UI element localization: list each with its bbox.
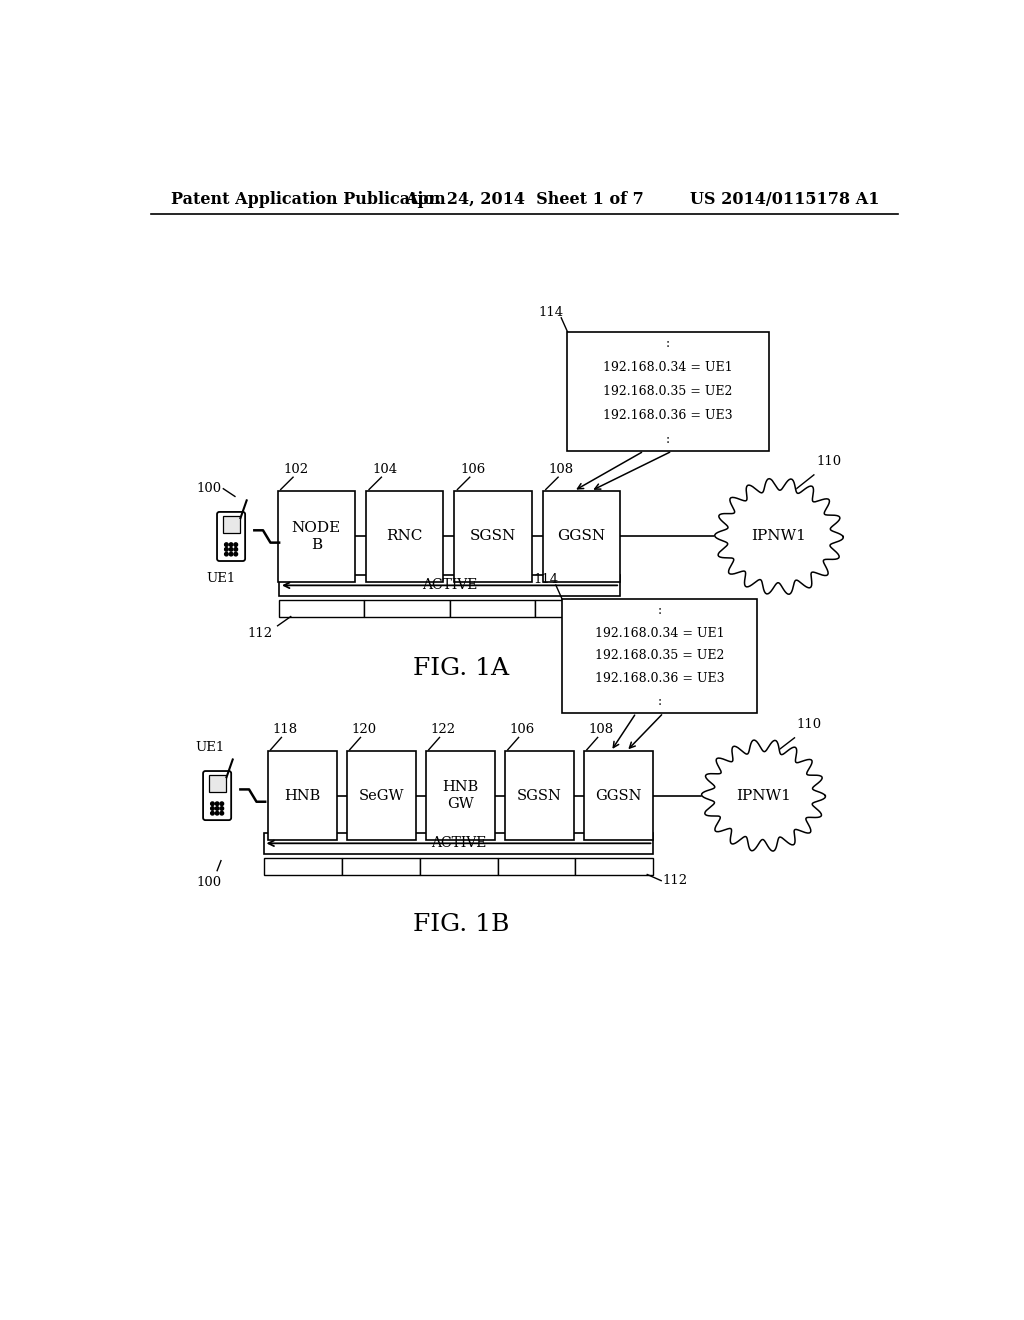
Text: 100: 100 (197, 482, 221, 495)
Bar (263, 858, 342, 875)
Bar (535, 599, 621, 616)
Text: 114: 114 (539, 306, 563, 319)
Circle shape (211, 803, 214, 805)
Text: 112: 112 (663, 874, 688, 887)
Text: IPNW1: IPNW1 (736, 788, 791, 803)
Circle shape (229, 543, 232, 546)
Text: 108: 108 (549, 463, 573, 477)
Circle shape (224, 552, 228, 556)
Text: 106: 106 (509, 723, 535, 737)
Text: SGSN: SGSN (470, 529, 516, 544)
Text: NODE
B: NODE B (292, 521, 341, 552)
Text: 114: 114 (534, 573, 558, 586)
Bar (420, 858, 498, 875)
Circle shape (215, 803, 219, 805)
Text: 102: 102 (284, 463, 309, 477)
Text: HNB
GW: HNB GW (442, 780, 478, 810)
Text: SeGW: SeGW (358, 788, 404, 803)
Bar (455, 491, 531, 582)
Text: :: : (657, 603, 662, 616)
Bar (263, 833, 653, 854)
Text: Patent Application Publication: Patent Application Publication (171, 190, 445, 207)
Text: GGSN: GGSN (595, 788, 642, 803)
Text: 122: 122 (430, 723, 456, 737)
Bar (567, 331, 769, 451)
Text: :: : (657, 694, 662, 708)
Bar (575, 858, 653, 875)
Bar (505, 751, 574, 840)
Circle shape (215, 812, 219, 814)
Text: 192.168.0.34 = UE1: 192.168.0.34 = UE1 (603, 360, 733, 374)
Bar (209, 775, 225, 792)
Circle shape (224, 548, 228, 552)
Text: 120: 120 (351, 723, 377, 737)
Circle shape (215, 807, 219, 810)
Circle shape (211, 807, 214, 810)
Circle shape (229, 548, 232, 552)
Bar (346, 751, 417, 840)
Bar (365, 599, 450, 616)
Text: :: : (667, 337, 671, 350)
Bar (498, 858, 575, 875)
Text: 192.168.0.35 = UE2: 192.168.0.35 = UE2 (603, 385, 733, 397)
Circle shape (233, 548, 238, 552)
Bar (426, 751, 496, 840)
Text: RNC: RNC (386, 529, 423, 544)
Bar (280, 599, 365, 616)
Polygon shape (701, 741, 825, 851)
Text: 108: 108 (589, 723, 613, 737)
FancyBboxPatch shape (203, 771, 231, 820)
Text: :: : (667, 433, 671, 446)
Text: FIG. 1B: FIG. 1B (413, 913, 509, 936)
Text: 192.168.0.36 = UE3: 192.168.0.36 = UE3 (603, 409, 733, 421)
Text: SGSN: SGSN (517, 788, 562, 803)
Text: 104: 104 (372, 463, 397, 477)
Text: HNB: HNB (285, 788, 321, 803)
Bar (342, 858, 420, 875)
Polygon shape (715, 479, 844, 594)
Text: 106: 106 (461, 463, 485, 477)
Circle shape (211, 812, 214, 814)
Bar (584, 751, 653, 840)
Circle shape (233, 543, 238, 546)
Text: 192.168.0.35 = UE2: 192.168.0.35 = UE2 (595, 649, 724, 663)
Text: ACTIVE: ACTIVE (431, 837, 486, 850)
Text: US 2014/0115178 A1: US 2014/0115178 A1 (690, 190, 880, 207)
Bar (222, 516, 240, 533)
Bar (562, 599, 758, 713)
Circle shape (220, 803, 223, 805)
Text: UE1: UE1 (196, 742, 224, 754)
Text: 100: 100 (197, 875, 222, 888)
Bar (543, 491, 621, 582)
Circle shape (233, 552, 238, 556)
Text: 112: 112 (248, 627, 273, 640)
FancyBboxPatch shape (217, 512, 245, 561)
Bar (366, 491, 443, 582)
Text: 192.168.0.34 = UE1: 192.168.0.34 = UE1 (595, 627, 724, 639)
Bar (450, 599, 535, 616)
Text: 118: 118 (272, 723, 297, 737)
Circle shape (224, 543, 228, 546)
Circle shape (229, 552, 232, 556)
Text: Apr. 24, 2014  Sheet 1 of 7: Apr. 24, 2014 Sheet 1 of 7 (406, 190, 644, 207)
Text: GGSN: GGSN (557, 529, 605, 544)
Circle shape (220, 812, 223, 814)
Text: UE1: UE1 (206, 573, 236, 585)
Text: 192.168.0.36 = UE3: 192.168.0.36 = UE3 (595, 672, 724, 685)
Circle shape (220, 807, 223, 810)
Text: FIG. 1A: FIG. 1A (414, 657, 509, 680)
Text: IPNW1: IPNW1 (752, 529, 807, 544)
Bar (280, 576, 621, 595)
Text: ACTIVE: ACTIVE (422, 578, 477, 593)
Bar (267, 751, 337, 840)
Bar (278, 491, 355, 582)
Text: 110: 110 (816, 455, 842, 469)
Text: 110: 110 (797, 718, 822, 731)
